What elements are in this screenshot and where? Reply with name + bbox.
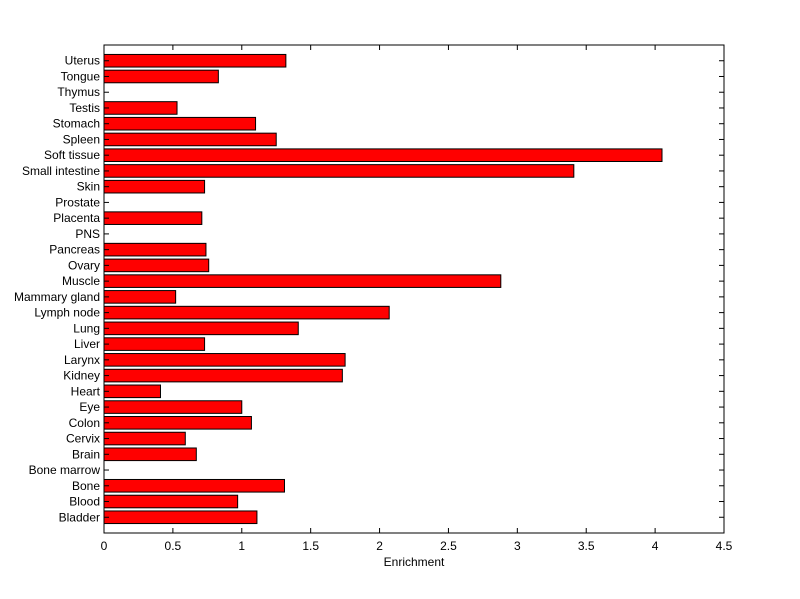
bar-kidney xyxy=(103,368,343,383)
bar-bladder xyxy=(103,510,258,525)
bar-testis xyxy=(103,101,178,115)
y-tick-label-ovary: Ovary xyxy=(68,258,100,272)
x-tick-label: 3.5 xyxy=(578,539,595,553)
y-tick-label-lymph-node: Lymph node xyxy=(34,306,100,320)
bar-eye xyxy=(103,400,243,414)
y-tick-label-bone: Bone xyxy=(72,479,100,493)
y-tick-label-pns: PNS xyxy=(75,227,100,241)
y-tick-label-eye: Eye xyxy=(79,400,100,414)
bar-lymph-node xyxy=(103,305,390,320)
bar-spleen xyxy=(103,132,277,147)
bar-ovary xyxy=(103,258,210,273)
bar-liver xyxy=(103,337,206,351)
bar-heart xyxy=(103,384,161,399)
x-axis-label: Enrichment xyxy=(384,555,445,569)
x-tick-label: 3 xyxy=(514,539,521,553)
y-tick-label-small-intestine: Small intestine xyxy=(22,164,100,178)
y-tick-label-spleen: Spleen xyxy=(63,132,100,146)
bars-layer xyxy=(103,53,663,525)
bar-bone xyxy=(103,478,285,493)
y-tick-label-uterus: Uterus xyxy=(65,54,100,68)
bar-brain xyxy=(103,447,197,462)
y-tick-label-prostate: Prostate xyxy=(55,195,100,209)
bar-pancreas xyxy=(103,242,207,257)
y-tick-label-testis: Testis xyxy=(69,101,100,115)
y-tick-label-colon: Colon xyxy=(69,416,100,430)
y-tick-label-bone-marrow: Bone marrow xyxy=(29,463,101,477)
bar-uterus xyxy=(103,53,287,68)
y-tick-label-bladder: Bladder xyxy=(59,510,100,524)
x-tick-label: 4 xyxy=(652,539,659,553)
y-tick-label-muscle: Muscle xyxy=(62,274,100,288)
plot-frame xyxy=(103,44,725,534)
y-tick-label-mammary-gland: Mammary gland xyxy=(14,290,100,304)
bar-placenta xyxy=(103,211,203,225)
x-tick-label: 2 xyxy=(376,539,383,553)
y-tick-label-thymus: Thymus xyxy=(57,85,100,99)
y-tick-label-soft-tissue: Soft tissue xyxy=(44,148,100,162)
bar-stomach xyxy=(103,116,257,131)
y-tick-label-larynx: Larynx xyxy=(64,353,100,367)
x-tick-label: 0 xyxy=(101,539,108,553)
bar-muscle xyxy=(103,274,502,288)
x-tick-label: 4.5 xyxy=(716,539,733,553)
y-tick-label-brain: Brain xyxy=(72,447,100,461)
bar-cervix xyxy=(103,431,186,446)
y-tick-label-heart: Heart xyxy=(71,384,101,398)
y-tick-label-placenta: Placenta xyxy=(53,211,100,225)
bar-blood xyxy=(103,494,239,509)
x-tick-label: 2.5 xyxy=(440,539,457,553)
bar-lung xyxy=(103,321,299,336)
bar-tongue xyxy=(103,69,219,84)
y-tick-label-blood: Blood xyxy=(69,495,100,509)
x-tick-label: 0.5 xyxy=(165,539,182,553)
ticks-layer xyxy=(103,45,725,533)
bar-larynx xyxy=(103,353,346,367)
x-tick-label: 1 xyxy=(238,539,245,553)
bar-small-intestine xyxy=(103,164,575,178)
bar-skin xyxy=(103,179,206,194)
bar-soft-tissue xyxy=(103,148,663,162)
y-tick-label-pancreas: Pancreas xyxy=(49,243,100,257)
y-tick-label-cervix: Cervix xyxy=(66,432,100,446)
x-tick-label: 1.5 xyxy=(302,539,319,553)
y-tick-label-skin: Skin xyxy=(77,180,100,194)
y-tick-label-kidney: Kidney xyxy=(63,369,100,383)
y-tick-label-lung: Lung xyxy=(73,321,100,335)
bar-mammary-gland xyxy=(103,290,177,304)
y-tick-label-liver: Liver xyxy=(74,337,100,351)
y-tick-label-tongue: Tongue xyxy=(61,69,101,83)
bar-colon xyxy=(103,416,252,430)
y-tick-label-stomach: Stomach xyxy=(53,117,100,131)
